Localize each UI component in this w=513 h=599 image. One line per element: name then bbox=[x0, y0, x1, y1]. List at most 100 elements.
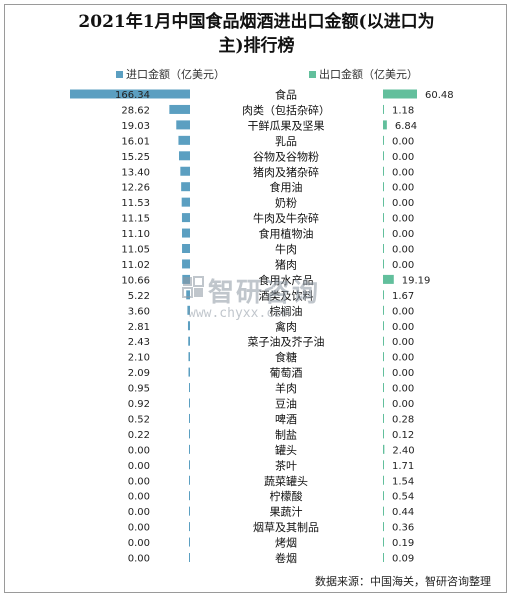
export-bar bbox=[383, 197, 384, 207]
category-label: 烤烟 bbox=[275, 536, 297, 550]
import-value-label: 11.10 bbox=[121, 229, 150, 240]
export-value-label: 0.00 bbox=[392, 337, 414, 348]
import-bar bbox=[187, 321, 190, 331]
import-value-label: 10.66 bbox=[121, 275, 150, 286]
export-bar bbox=[383, 553, 384, 562]
category-label: 蔬菜罐头 bbox=[264, 475, 308, 488]
category-label: 干鲜瓜果及坚果 bbox=[248, 118, 325, 132]
import-value-label: 12.26 bbox=[121, 183, 150, 194]
export-bar bbox=[383, 491, 384, 501]
category-label: 茶叶 bbox=[275, 459, 297, 472]
import-bar bbox=[188, 352, 190, 362]
legend-item-import: 进口金额（亿美元） bbox=[116, 66, 225, 82]
category-label: 制盐 bbox=[275, 428, 297, 441]
export-value-label: 0.00 bbox=[392, 183, 414, 194]
export-bar bbox=[383, 244, 384, 253]
category-label: 啤酒 bbox=[275, 412, 297, 426]
category-label: 禽肉 bbox=[275, 319, 297, 333]
chart-title: 2021年1月中国食品烟酒进出口金额(以进口为 主)排行榜 bbox=[0, 10, 513, 58]
export-value-label: 0.00 bbox=[392, 167, 414, 178]
export-bar bbox=[383, 305, 384, 315]
export-value-label: 0.00 bbox=[392, 214, 414, 225]
export-bar bbox=[383, 321, 384, 331]
export-bar bbox=[383, 352, 384, 362]
category-label: 罐头 bbox=[275, 444, 297, 457]
export-value-label: 1.18 bbox=[392, 105, 414, 116]
export-bar bbox=[383, 213, 384, 223]
import-bar bbox=[189, 506, 190, 516]
export-value-label: 0.00 bbox=[392, 384, 414, 395]
import-bar bbox=[181, 197, 190, 207]
export-value-label: 0.00 bbox=[392, 368, 414, 379]
export-value-label: 19.19 bbox=[402, 275, 431, 286]
import-value-label: 166.34 bbox=[115, 90, 150, 101]
category-label: 肉类（包括杂碎） bbox=[242, 103, 330, 117]
category-label: 食用水产品 bbox=[259, 273, 314, 287]
import-bar bbox=[187, 305, 190, 315]
export-bar bbox=[383, 135, 384, 145]
import-value-label: 0.00 bbox=[128, 445, 150, 456]
import-bar bbox=[182, 244, 190, 253]
chart-legend: 进口金额（亿美元） 出口金额（亿美元） bbox=[0, 66, 513, 82]
export-value-label: 60.48 bbox=[425, 90, 454, 101]
import-bar bbox=[182, 274, 190, 284]
import-bar bbox=[178, 135, 190, 145]
category-label: 烟草及其制品 bbox=[253, 520, 319, 534]
export-value-label: 0.00 bbox=[392, 322, 414, 333]
category-label: 卷烟 bbox=[275, 551, 297, 565]
import-bar bbox=[189, 413, 190, 423]
export-value-label: 0.00 bbox=[392, 245, 414, 256]
import-value-label: 2.81 bbox=[128, 322, 150, 333]
export-value-label: 0.54 bbox=[392, 492, 414, 503]
export-value-label: 0.44 bbox=[392, 507, 414, 518]
import-value-label: 2.10 bbox=[128, 353, 150, 364]
import-bar bbox=[189, 537, 190, 547]
import-bar bbox=[189, 522, 190, 532]
export-value-label: 0.00 bbox=[392, 399, 414, 410]
import-value-label: 0.95 bbox=[128, 384, 150, 395]
import-value-label: 2.43 bbox=[128, 337, 150, 348]
import-value-label: 28.62 bbox=[121, 105, 150, 116]
legend-item-export: 出口金额（亿美元） bbox=[309, 66, 418, 82]
import-bar bbox=[181, 213, 190, 223]
import-value-label: 16.01 bbox=[121, 136, 150, 147]
export-value-label: 1.54 bbox=[392, 476, 414, 487]
import-bar bbox=[181, 228, 190, 238]
export-bar bbox=[383, 475, 384, 485]
export-value-label: 0.36 bbox=[392, 523, 414, 534]
category-label: 食品 bbox=[275, 88, 297, 102]
category-label: 谷物及谷物粉 bbox=[253, 149, 319, 163]
export-bar bbox=[383, 228, 384, 238]
export-value-label: 0.12 bbox=[392, 430, 414, 441]
export-bar bbox=[383, 89, 417, 99]
export-bar bbox=[383, 259, 384, 269]
category-label: 猪肉 bbox=[275, 258, 297, 271]
import-value-label: 11.05 bbox=[121, 245, 150, 256]
import-value-label: 0.00 bbox=[128, 554, 150, 565]
import-value-label: 0.52 bbox=[128, 414, 150, 425]
legend-label-export: 出口金额（亿美元） bbox=[319, 68, 418, 81]
category-label: 柠檬酸 bbox=[270, 489, 303, 503]
export-bar bbox=[383, 166, 384, 176]
export-bar bbox=[383, 444, 385, 454]
import-value-label: 11.15 bbox=[121, 214, 150, 225]
export-value-label: 1.71 bbox=[392, 461, 414, 472]
legend-swatch-export bbox=[309, 70, 316, 78]
import-bar bbox=[189, 444, 190, 454]
data-source-note: 数据来源：中国海关，智研咨询整理 bbox=[315, 575, 491, 588]
import-bar bbox=[178, 151, 190, 161]
import-value-label: 5.22 bbox=[128, 291, 150, 302]
import-bar bbox=[189, 429, 190, 439]
import-value-label: 3.60 bbox=[128, 306, 150, 317]
category-label: 乳品 bbox=[275, 135, 297, 148]
import-bar bbox=[181, 182, 190, 192]
legend-swatch-import bbox=[116, 70, 123, 78]
category-label: 羊肉 bbox=[275, 381, 297, 395]
export-value-label: 2.40 bbox=[392, 445, 414, 456]
category-label: 葡萄酒 bbox=[270, 367, 303, 380]
export-value-label: 0.00 bbox=[392, 229, 414, 240]
export-bar bbox=[383, 522, 384, 532]
import-value-label: 0.00 bbox=[128, 507, 150, 518]
export-value-label: 0.28 bbox=[392, 414, 414, 425]
import-bar bbox=[189, 491, 190, 501]
